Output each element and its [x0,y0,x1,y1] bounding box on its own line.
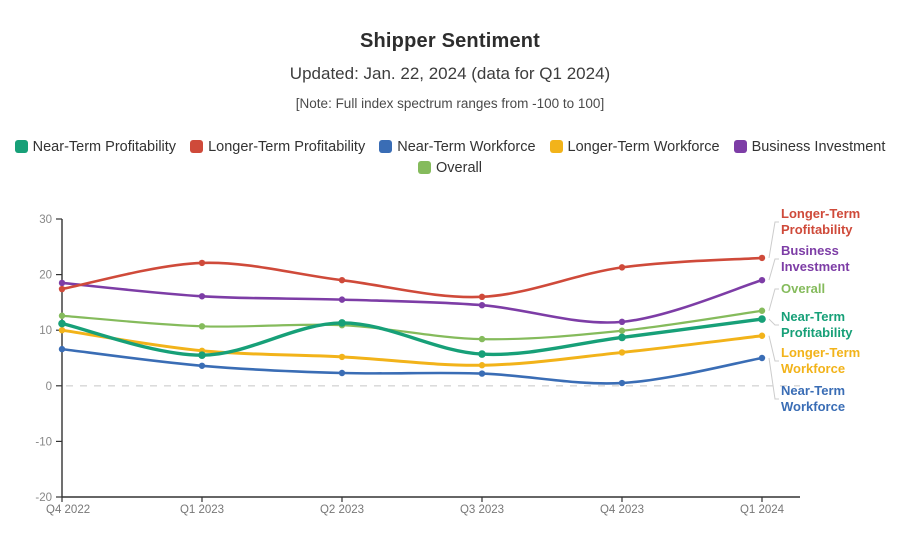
y-tick-label: 0 [46,381,52,393]
data-point-business-investment [758,276,766,284]
label-leader-line [768,288,779,311]
legend-item-business-investment: Business Investment [733,138,886,155]
data-point-longer-term-profitability [338,276,346,284]
data-point-longer-term-workforce [758,332,766,339]
chart-note: [Note: Full index spectrum ranges from -… [295,96,605,111]
series-line-overall [60,309,764,341]
data-point-overall [58,312,66,319]
legend-swatch-icon [14,140,28,153]
series-line-near-term-workforce [60,347,764,385]
legend-label: Business Investment [751,138,886,155]
series-line-near-term-profitability [60,317,764,357]
data-point-overall [758,307,766,314]
y-tick-label: 20 [39,270,52,282]
legend-swatch-icon [190,140,204,153]
legend-swatch-icon [733,140,747,153]
data-point-longer-term-workforce [618,349,626,356]
label-leader-line [768,258,779,281]
y-tick-label: -10 [35,436,52,448]
data-point-near-term-workforce [618,379,626,387]
legend-item-near-term-workforce: Near-Term Workforce [379,138,536,155]
chart-header: Shipper Sentiment Updated: Jan. 22, 2024… [0,30,900,111]
data-point-business-investment [58,279,66,287]
chart-legend: Near-Term Profitability Longer-Term Profi… [0,137,900,177]
legend-swatch-icon [549,140,563,153]
legend-item-longer-term-workforce: Longer-Term Workforce [549,138,720,155]
data-point-near-term-workforce [58,345,66,353]
legend-row-2: Overall [0,158,900,177]
data-point-overall [618,327,626,334]
x-tick-label: Q1 2024 [740,504,785,516]
legend-label: Longer-Term Workforce [567,138,720,155]
x-tick-label: Q4 2022 [46,504,90,516]
chart-subtitle: Updated: Jan. 22, 2024 (data for Q1 2024… [289,64,611,83]
legend-item-overall: Overall [418,160,482,176]
data-point-overall [198,323,206,330]
x-tick-label: Q3 2023 [460,504,504,516]
data-point-near-term-profitability [338,319,346,327]
series-line-business-investment [60,278,764,324]
data-point-business-investment [478,301,486,309]
chart-title: Shipper Sentiment [359,30,541,52]
legend-swatch-icon [379,140,393,153]
x-tick-label: Q4 2023 [600,504,644,516]
data-point-near-term-profitability [58,319,66,328]
data-point-near-term-workforce [758,354,766,362]
label-leader-line [768,318,779,326]
legend-swatch-icon [418,161,432,174]
data-point-near-term-workforce [478,370,486,377]
data-point-longer-term-profitability [58,285,66,293]
data-point-longer-term-workforce [338,353,346,361]
data-point-near-term-workforce [198,362,206,369]
data-point-longer-term-profitability [758,254,766,262]
data-point-near-term-profitability [618,333,626,342]
data-point-near-term-profitability [198,351,206,360]
data-point-longer-term-workforce [58,327,66,334]
x-tick-label: Q2 2023 [320,504,364,516]
data-point-longer-term-profitability [198,259,206,267]
data-point-overall [478,335,486,343]
data-point-near-term-workforce [338,369,346,377]
label-leader-line [768,221,779,259]
legend-label: Longer-Term Profitability [208,138,366,155]
data-point-longer-term-profitability [478,293,486,301]
data-point-near-term-profitability [758,315,766,323]
legend-label: Overall [436,159,482,176]
legend-label: Near-Term Profitability [32,138,177,155]
data-point-business-investment [198,293,206,300]
data-point-business-investment [618,318,626,326]
legend-label: Near-Term Workforce [397,138,536,155]
series-line-longer-term-profitability [60,256,764,299]
x-tick-label: Q1 2023 [180,504,224,516]
data-point-longer-term-profitability [618,264,626,271]
legend-item-near-term-profitability: Near-Term Profitability [14,138,177,155]
y-tick-label: 30 [39,214,52,226]
data-point-business-investment [338,296,346,303]
legend-item-longer-term-profitability: Longer-Term Profitability [190,139,365,155]
data-point-near-term-profitability [478,350,486,358]
legend-row-1: Near-Term Profitability Longer-Term Profi… [0,137,900,156]
data-point-longer-term-workforce [478,362,486,369]
label-leader-line [768,335,779,362]
y-tick-label: -20 [35,492,52,504]
label-leader-line [768,357,779,400]
series-line-longer-term-workforce [60,328,764,367]
y-tick-label: 10 [39,325,52,337]
